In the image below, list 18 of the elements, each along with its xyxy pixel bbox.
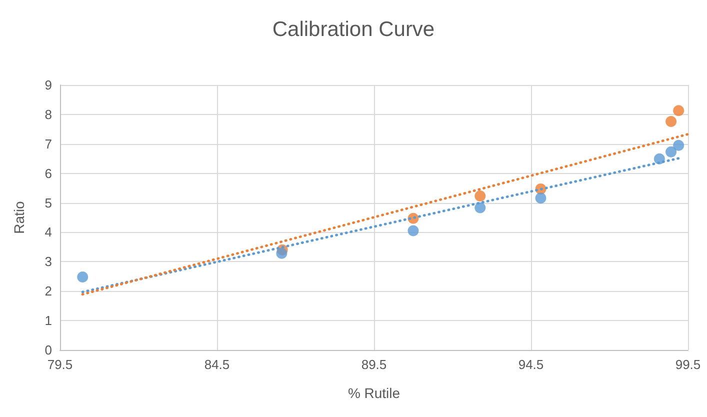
y-tick-label: 0 [44,342,52,358]
x-axis-title: % Rutile [348,385,400,401]
y-tick-label: 7 [44,136,52,152]
y-tick-label: 1 [44,313,52,328]
y-tick-label: 3 [44,254,52,270]
x-tick-label: 89.5 [361,357,387,372]
y-tick-label: 4 [44,224,52,240]
x-tick-label: 94.5 [518,357,544,372]
y-tick-label: 2 [44,284,52,299]
x-tick-label: 84.5 [204,357,230,372]
y-axis-title: Ratio [11,200,27,234]
chart-title: Calibration Curve [272,18,435,41]
y-tick-label: 6 [44,166,52,181]
x-tick-label: 79.5 [47,357,73,372]
y-tick-label: 5 [44,195,52,210]
x-tick-label: 99.5 [675,357,701,372]
y-tick-label: 8 [44,106,52,122]
y-tick-label: 9 [44,78,52,92]
